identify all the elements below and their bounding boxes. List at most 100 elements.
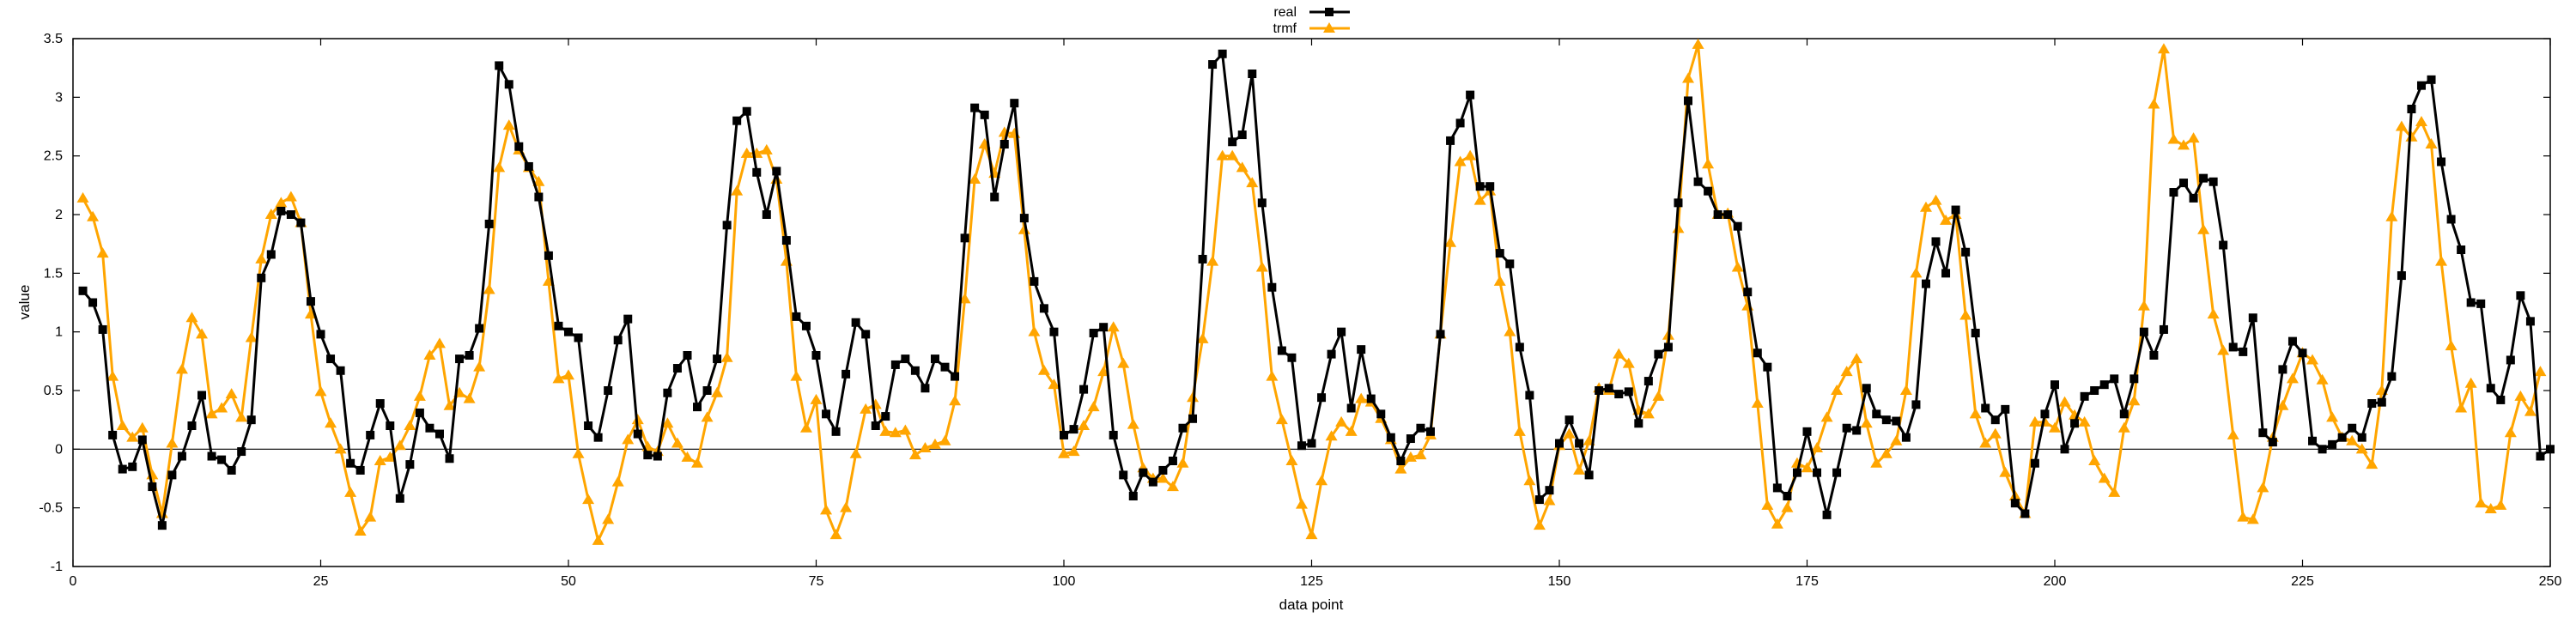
data-point-trmf xyxy=(1157,472,1170,483)
data-point-real xyxy=(1911,400,1921,409)
data-point-trmf xyxy=(919,441,932,452)
data-point-trmf xyxy=(1394,463,1407,474)
data-point-trmf xyxy=(1860,417,1873,428)
data-point-trmf xyxy=(572,447,585,458)
data-point-trmf xyxy=(344,486,357,497)
data-point-trmf xyxy=(1504,325,1516,336)
data-point-trmf xyxy=(1692,38,1704,49)
data-point-real xyxy=(137,435,147,445)
data-point-trmf xyxy=(2148,98,2160,109)
data-point-real xyxy=(2169,188,2178,197)
data-point-trmf xyxy=(1048,379,1060,390)
data-point-real xyxy=(1634,419,1643,428)
data-point-real xyxy=(1039,304,1048,313)
data-point-real xyxy=(1733,221,1742,231)
y-tick-label: -0.5 xyxy=(39,501,63,516)
data-point-real xyxy=(1852,426,1862,435)
data-point-real xyxy=(276,206,286,215)
data-point-real xyxy=(1614,390,1624,399)
data-point-trmf xyxy=(849,447,862,458)
data-point-trmf xyxy=(552,373,565,384)
data-point-real xyxy=(633,429,642,439)
data-point-real xyxy=(2348,423,2357,433)
data-point-real xyxy=(683,351,692,360)
data-point-trmf xyxy=(275,197,288,208)
data-point-real xyxy=(2179,179,2189,188)
data-point-real xyxy=(2337,433,2347,442)
data-point-trmf xyxy=(1890,434,1903,445)
data-point-real xyxy=(1881,415,1891,425)
data-point-trmf xyxy=(2355,443,2368,454)
data-point-real xyxy=(355,465,365,475)
data-point-real xyxy=(1595,386,1604,395)
data-point-real xyxy=(2001,404,2010,414)
data-point-trmf xyxy=(2395,120,2408,131)
y-tick-label: 0.5 xyxy=(44,384,63,398)
data-point-real xyxy=(1158,465,1168,475)
data-point-trmf xyxy=(2227,428,2239,439)
data-point-real xyxy=(2208,177,2218,186)
data-point-real xyxy=(1624,387,1633,397)
data-point-trmf xyxy=(473,360,486,372)
data-point-real xyxy=(940,362,950,372)
data-point-trmf xyxy=(1820,411,1833,422)
data-point-trmf xyxy=(2157,43,2170,54)
data-point-real xyxy=(781,236,791,245)
data-point-real xyxy=(2010,499,2020,508)
data-point-real xyxy=(584,421,593,430)
data-point-trmf xyxy=(364,511,377,522)
data-point-real xyxy=(772,167,781,176)
data-point-trmf xyxy=(1473,194,1486,205)
data-point-trmf xyxy=(2425,138,2438,148)
x-tick-label: 0 xyxy=(70,574,77,589)
data-point-trmf xyxy=(1642,408,1655,419)
data-point-trmf xyxy=(393,439,406,451)
data-point-real xyxy=(1060,430,1068,439)
data-point-trmf xyxy=(1811,441,1824,452)
data-point-trmf xyxy=(1999,466,2012,477)
data-point-real xyxy=(425,423,434,433)
data-point-real xyxy=(1317,393,1327,403)
data-point-trmf xyxy=(1355,392,1368,403)
data-point-real xyxy=(1684,96,1693,106)
data-point-real xyxy=(2446,215,2456,224)
data-point-trmf xyxy=(1454,155,1467,167)
data-point-real xyxy=(98,324,107,334)
data-point-trmf xyxy=(1266,370,1279,381)
data-point-real xyxy=(1921,279,1930,288)
data-point-real xyxy=(2546,445,2555,454)
data-point-trmf xyxy=(1058,447,1070,458)
data-point-real xyxy=(445,454,454,464)
data-point-trmf xyxy=(2137,300,2150,311)
data-point-trmf xyxy=(2415,116,2427,127)
data-point-real xyxy=(187,421,197,430)
data-point-real xyxy=(2159,324,2168,334)
data-point-trmf xyxy=(136,421,149,433)
data-point-real xyxy=(246,415,256,425)
data-point-trmf xyxy=(1801,462,1814,473)
data-point-real xyxy=(484,219,494,228)
data-point-real xyxy=(752,167,762,177)
data-point-real xyxy=(1674,198,1683,208)
data-point-trmf xyxy=(691,457,704,468)
data-point-real xyxy=(2199,173,2208,183)
y-axis-label: value xyxy=(16,285,33,320)
data-point-real xyxy=(78,286,88,295)
data-point-trmf xyxy=(2534,366,2547,377)
data-point-real xyxy=(1049,327,1059,336)
data-point-real xyxy=(2486,384,2495,393)
data-point-trmf xyxy=(532,175,545,186)
data-point-real xyxy=(1267,282,1277,292)
data-point-trmf xyxy=(1672,222,1685,233)
data-point-trmf xyxy=(1989,427,2002,439)
data-point-real xyxy=(2030,458,2039,468)
data-point-real xyxy=(2516,291,2525,300)
data-point-real xyxy=(2308,436,2318,445)
data-point-real xyxy=(1951,205,1960,215)
data-point-real xyxy=(2099,380,2109,390)
data-point-trmf xyxy=(2187,132,2200,143)
data-point-trmf xyxy=(1919,201,1932,212)
data-point-trmf xyxy=(264,209,277,219)
data-point-real xyxy=(1475,182,1485,191)
